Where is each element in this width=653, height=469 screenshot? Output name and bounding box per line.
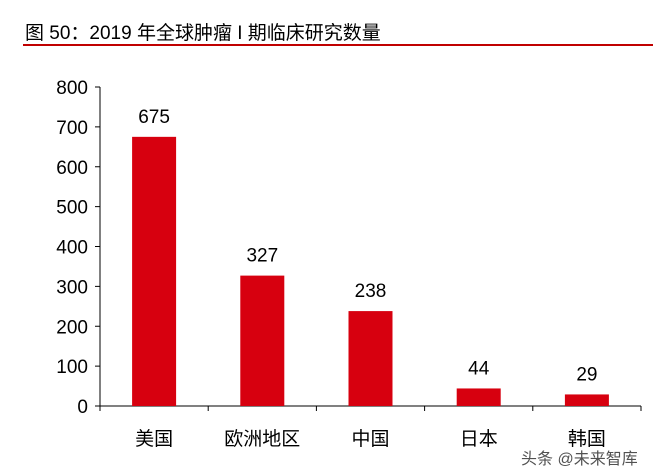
- watermark: 头条 @未来智库: [521, 451, 638, 468]
- data-label: 44: [468, 358, 490, 379]
- y-tick-label: 400: [56, 238, 88, 259]
- x-tick-label: 韩国: [568, 428, 606, 450]
- bar: [564, 394, 609, 406]
- bar: [240, 275, 285, 406]
- data-label: 327: [246, 246, 278, 267]
- title-divider: [23, 44, 653, 46]
- y-tick-label: 500: [56, 198, 88, 219]
- x-tick-label: 欧洲地区: [224, 428, 300, 450]
- bar: [132, 136, 177, 406]
- x-tick-label: 中国: [351, 428, 389, 450]
- y-tick-label: 700: [56, 118, 88, 139]
- y-tick-label: 200: [56, 317, 88, 338]
- data-label: 675: [138, 107, 170, 128]
- y-tick-label: 300: [56, 277, 88, 298]
- chart-title: 图 50：2019 年全球肿瘤 I 期临床研究数量: [25, 23, 381, 44]
- bar: [348, 311, 393, 406]
- bar: [456, 388, 501, 406]
- y-tick-label: 100: [56, 357, 88, 378]
- x-tick-label: 日本: [460, 428, 498, 450]
- data-label: 29: [576, 364, 597, 385]
- x-tick-label: 美国: [135, 428, 173, 450]
- data-label: 238: [355, 281, 387, 302]
- y-tick-label: 600: [56, 158, 88, 179]
- y-tick-label: 0: [77, 397, 88, 418]
- y-tick-label: 800: [56, 78, 88, 99]
